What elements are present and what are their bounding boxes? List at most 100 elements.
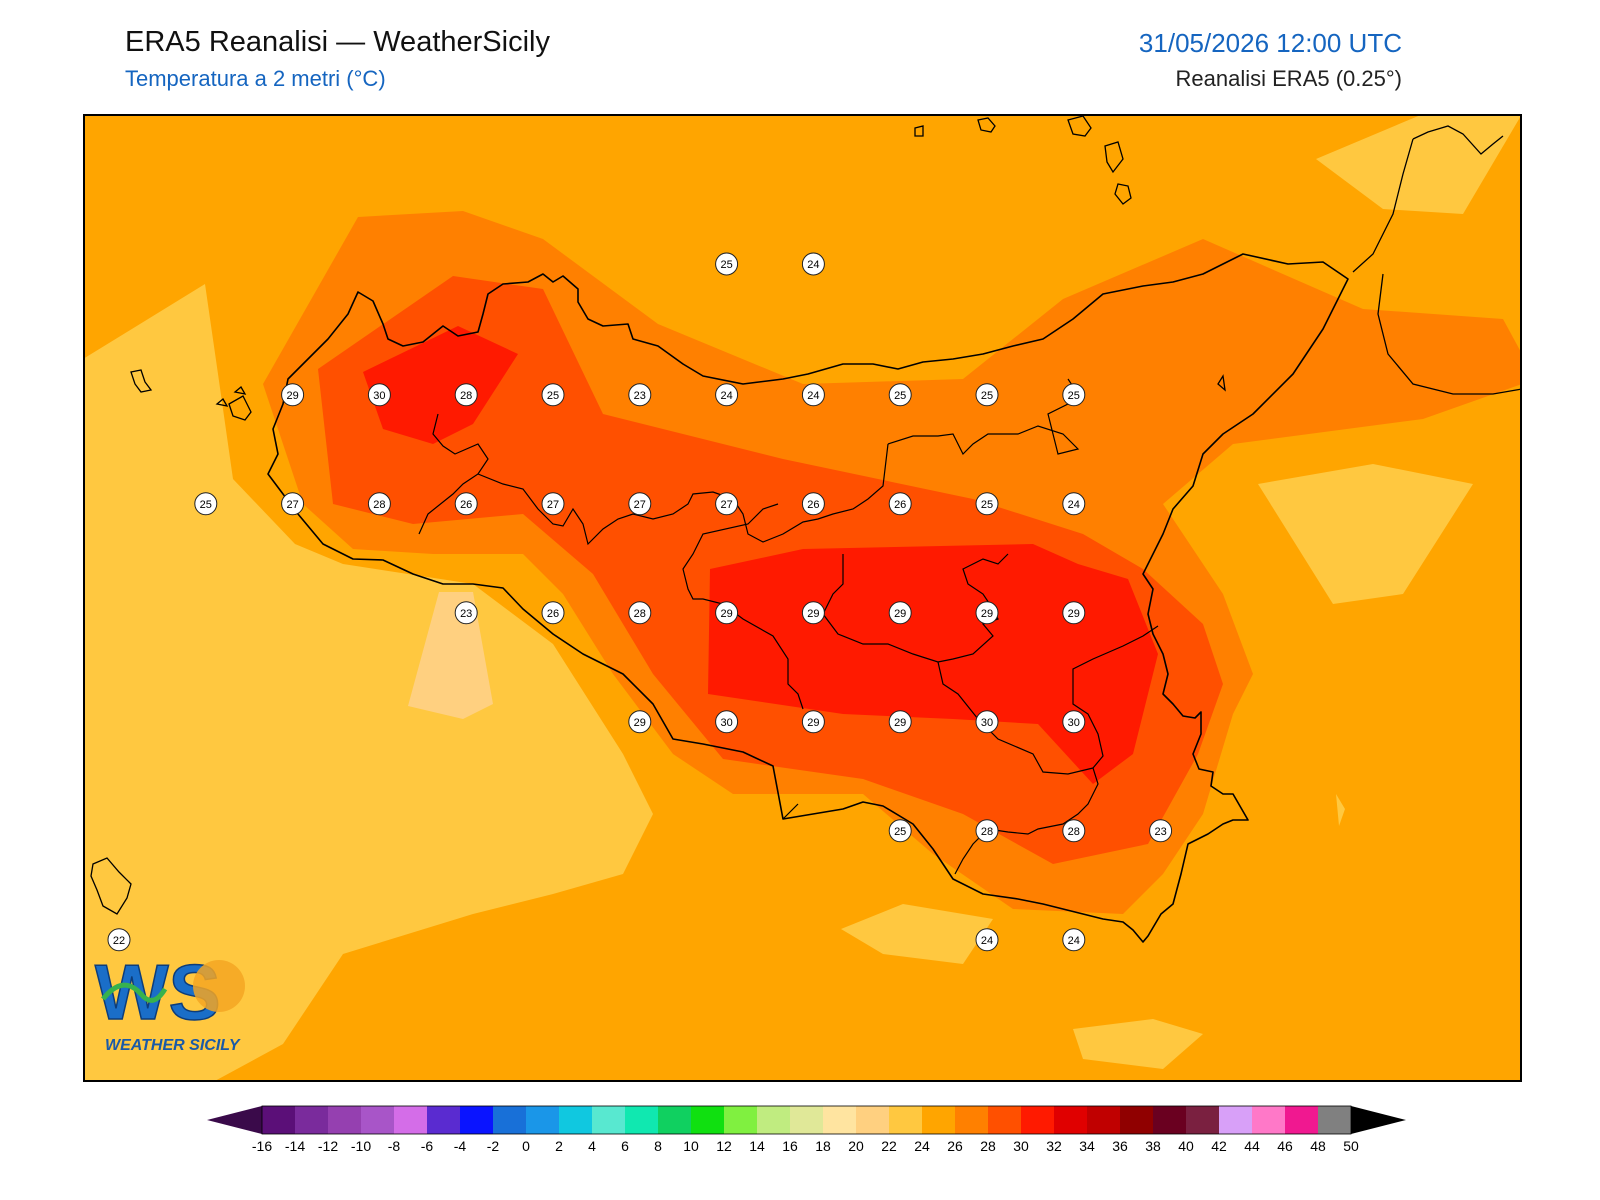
colorbar-tick-label: -10 <box>351 1138 371 1154</box>
colorbar-swatch <box>1120 1106 1154 1134</box>
temperature-label-marker <box>454 601 478 625</box>
temperature-label-marker <box>1062 710 1086 734</box>
temperature-labels: 25 24 29 30 28 25 23 24 24 25 25 25 25 27 28 26 27 27 27 26… <box>107 252 1173 952</box>
colorbar-swatches <box>207 1105 1406 1135</box>
temperature-label-marker <box>888 710 912 734</box>
temperature-label-marker <box>715 601 739 625</box>
temperature-label-value: 25 <box>894 826 906 838</box>
temperature-label-value: 29 <box>894 608 906 620</box>
temperature-label-marker <box>1149 819 1173 843</box>
temperature-label-value: 28 <box>460 390 472 402</box>
temperature-label-value: 29 <box>634 717 646 729</box>
colorbar-tick-label: -12 <box>318 1138 338 1154</box>
temperature-label-marker <box>715 492 739 516</box>
temperature-label-value: 24 <box>720 390 732 402</box>
temperature-label-value: 27 <box>547 499 559 511</box>
temperature-label-value: 24 <box>1068 499 1080 511</box>
temperature-label-value: 28 <box>634 608 646 620</box>
temperature-label-marker <box>801 601 825 625</box>
temperature-label-value: 24 <box>807 259 819 271</box>
colorbar-tick-label: 6 <box>621 1138 629 1154</box>
temperature-label-marker <box>367 492 391 516</box>
temperature-label-value: 24 <box>1068 935 1080 947</box>
temperature-label-value: 29 <box>720 608 732 620</box>
temperature-label-marker <box>454 383 478 407</box>
temperature-label-marker <box>975 819 999 843</box>
colorbar-tick-label: 28 <box>980 1138 996 1154</box>
temperature-label-marker <box>1062 383 1086 407</box>
temperature-label-value: 29 <box>894 717 906 729</box>
logo-caption: WEATHER SICILY <box>105 1037 241 1054</box>
temperature-label-value: 25 <box>200 499 212 511</box>
colorbar-tick-label: -8 <box>388 1138 401 1154</box>
temperature-label-value: 30 <box>1068 717 1080 729</box>
temperature-label-value: 23 <box>1154 826 1166 838</box>
colorbar-swatch <box>295 1106 329 1134</box>
colorbar-tick-label: 4 <box>588 1138 596 1154</box>
colorbar-min-extension <box>207 1106 262 1134</box>
temperature-label-value: 29 <box>807 608 819 620</box>
temperature-label-value: 23 <box>460 608 472 620</box>
temperature-label-marker <box>1062 601 1086 625</box>
colorbar-tick-label: 30 <box>1013 1138 1029 1154</box>
colorbar-swatch <box>625 1106 659 1134</box>
temperature-label-marker <box>628 601 652 625</box>
colorbar-tick-labels: -16 -14 -12 -10 -8 -6 -4 -2 0 2 4 6 8 10 12 14 16 18 20 22 2… <box>252 1138 1359 1154</box>
colorbar-tick-label: 20 <box>848 1138 864 1154</box>
colorbar-tick-label: 48 <box>1310 1138 1326 1154</box>
colorbar-swatch <box>1186 1106 1220 1134</box>
contour-20-22 <box>83 114 1522 1082</box>
colorbar-tick-label: -16 <box>252 1138 272 1154</box>
valid-datetime: 31/05/2026 12:00 UTC <box>1138 28 1402 58</box>
colorbar-tick-label: 2 <box>555 1138 563 1154</box>
data-source: Reanalisi ERA5 (0.25°) <box>1175 66 1402 91</box>
colorbar-swatch <box>394 1106 428 1134</box>
colorbar-swatch <box>592 1106 626 1134</box>
colorbar-swatch <box>1219 1106 1253 1134</box>
temperature-label-value: 27 <box>720 499 732 511</box>
temperature-label-value: 25 <box>981 390 993 402</box>
temperature-label-value: 26 <box>460 499 472 511</box>
temperature-label-marker <box>801 252 825 276</box>
map-frame <box>83 114 1522 1082</box>
colorbar-tick-label: 16 <box>782 1138 798 1154</box>
temperature-label-value: 22 <box>113 935 125 947</box>
temperature-label-value: 23 <box>634 390 646 402</box>
temperature-label-marker <box>541 601 565 625</box>
temperature-label-value: 29 <box>807 717 819 729</box>
logo-sun-icon <box>193 960 245 1012</box>
colorbar-tick-label: 0 <box>522 1138 530 1154</box>
colorbar-tick-label: 44 <box>1244 1138 1260 1154</box>
colorbar-swatch <box>724 1106 758 1134</box>
map-title: ERA5 Reanalisi — WeatherSicily <box>125 26 550 58</box>
colorbar-tick-label: 40 <box>1178 1138 1194 1154</box>
temperature-label-marker <box>628 710 652 734</box>
colorbar-swatch <box>262 1106 296 1134</box>
temperature-label-marker <box>975 601 999 625</box>
colorbar-swatch <box>1021 1106 1055 1134</box>
colorbar-tick-label: -2 <box>487 1138 500 1154</box>
temperature-label-marker <box>107 928 131 952</box>
colorbar-swatch <box>361 1106 395 1134</box>
colorbar-swatch <box>1087 1106 1121 1134</box>
temperature-label-value: 29 <box>1068 608 1080 620</box>
temperature-label-marker <box>801 710 825 734</box>
temperature-label-marker <box>194 492 218 516</box>
temperature-label-marker <box>975 383 999 407</box>
temperature-label-value: 24 <box>807 390 819 402</box>
temperature-label-value: 30 <box>981 717 993 729</box>
colorbar-swatch <box>757 1106 791 1134</box>
contour-18-20 <box>408 592 493 719</box>
colorbar-swatch <box>427 1106 461 1134</box>
colorbar-tick-label: 46 <box>1277 1138 1293 1154</box>
coastline <box>267 253 1349 943</box>
colorbar-max-extension <box>1351 1106 1406 1134</box>
colorbar-tick-label: 34 <box>1079 1138 1095 1154</box>
temperature-label-value: 28 <box>1068 826 1080 838</box>
temperature-label-value: 28 <box>373 499 385 511</box>
temperature-label-value: 25 <box>981 499 993 511</box>
temperature-label-marker <box>541 492 565 516</box>
temperature-label-marker <box>454 492 478 516</box>
temperature-label-marker <box>715 710 739 734</box>
temperature-label-marker <box>975 710 999 734</box>
